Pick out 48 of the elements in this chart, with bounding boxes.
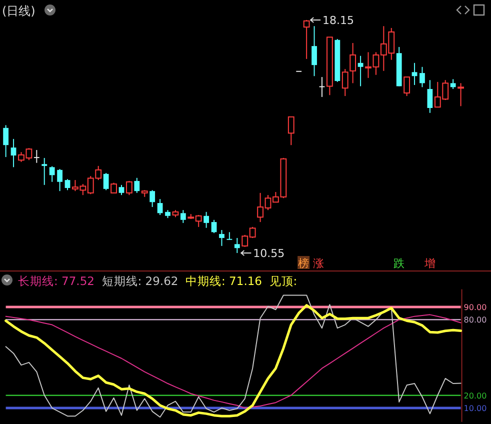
candlestick [180, 210, 186, 224]
candlestick [57, 168, 62, 192]
candlestick [34, 149, 40, 164]
y-tick-label: 90.00 [464, 302, 487, 312]
annotation: 10.55 [253, 247, 285, 260]
line-series [5, 314, 462, 409]
candlestick [319, 76, 325, 98]
candlestick [342, 68, 348, 97]
text: 涨 [312, 257, 324, 270]
candlestick [103, 172, 109, 191]
candlestick [42, 157, 48, 186]
text: 长期线: 77.52 [18, 274, 94, 288]
candlestick [118, 184, 124, 196]
candlestick [458, 82, 464, 107]
text: 跌 [394, 257, 405, 270]
candlestick [134, 177, 140, 194]
candlestick [3, 124, 9, 158]
candlestick [10, 138, 16, 168]
candlestick [312, 26, 317, 77]
candlestick [226, 232, 232, 240]
text: 增 [423, 257, 436, 270]
candlestick [350, 42, 356, 84]
y-tick-label: 20.00 [464, 391, 487, 400]
text: 见顶: [262, 274, 298, 288]
candlestick [150, 190, 156, 208]
candlestick [450, 78, 456, 90]
candlestick [420, 66, 425, 88]
chart-title: (日线) [2, 4, 36, 18]
candlestick [157, 198, 163, 216]
text: 短期线: 29.62 [94, 274, 178, 288]
y-tick-label: 80.00 [464, 316, 487, 325]
candlestick [49, 166, 55, 182]
candlestick [303, 20, 310, 60]
candlestick [412, 62, 418, 86]
candlestick [110, 182, 117, 194]
text: 中期线: 71.16 [178, 274, 262, 288]
annotation: 18.15 [322, 14, 354, 27]
candlestick [211, 219, 217, 234]
candlestick [219, 230, 224, 246]
candlestick [234, 237, 240, 254]
y-tick-label: 10.00 [464, 404, 487, 414]
candlestick [126, 180, 132, 196]
candlestick [427, 80, 433, 114]
candlestick [404, 76, 410, 97]
candlestick [358, 55, 364, 87]
candlestick [288, 116, 294, 146]
candlestick [204, 211, 210, 228]
candlestick [64, 178, 70, 191]
